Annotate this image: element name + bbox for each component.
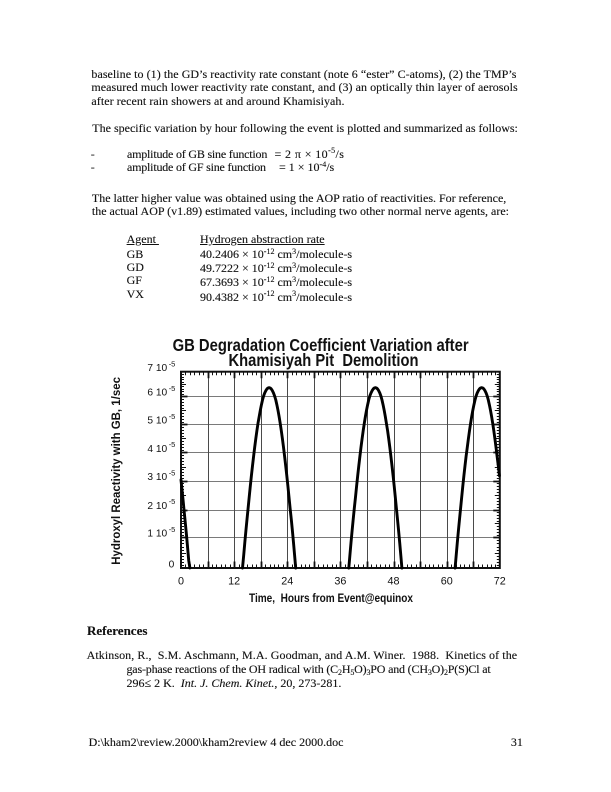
svg-text:5 10: 5 10 <box>147 416 167 427</box>
svg-text:7 10: 7 10 <box>147 363 167 374</box>
svg-text:Hydroxyl Reactivity with GB, 1: Hydroxyl Reactivity with GB, 1/sec <box>109 377 123 565</box>
svg-text:GB Degradation Coefficient Var: GB Degradation Coefficient Variation aft… <box>173 335 469 355</box>
svg-text:Time, Hours from Event@equino: Time, Hours from Event@equinox <box>249 591 413 605</box>
svg-text:-5: -5 <box>169 384 176 393</box>
svg-text:Khamisiyah Pit Demolition: Khamisiyah Pit Demolition <box>229 350 419 370</box>
svg-text:-5: -5 <box>169 468 176 477</box>
svg-text:-5: -5 <box>169 412 176 421</box>
svg-text:3 10: 3 10 <box>147 472 167 483</box>
svg-text:-5: -5 <box>169 440 176 449</box>
svg-text:48: 48 <box>387 576 399 588</box>
svg-text:60: 60 <box>441 576 453 588</box>
svg-text:72: 72 <box>494 576 506 588</box>
svg-text:4 10: 4 10 <box>147 444 167 455</box>
svg-text:-5: -5 <box>169 359 176 368</box>
svg-text:-5: -5 <box>169 497 176 506</box>
svg-text:36: 36 <box>334 576 346 588</box>
svg-text:1 10: 1 10 <box>147 529 167 540</box>
svg-text:0: 0 <box>169 559 175 570</box>
svg-text:0: 0 <box>178 576 184 588</box>
svg-text:2 10: 2 10 <box>147 501 167 512</box>
svg-text:24: 24 <box>281 576 293 588</box>
svg-text:6 10: 6 10 <box>147 388 167 399</box>
svg-text:12: 12 <box>228 576 240 588</box>
svg-text:-5: -5 <box>169 525 176 534</box>
